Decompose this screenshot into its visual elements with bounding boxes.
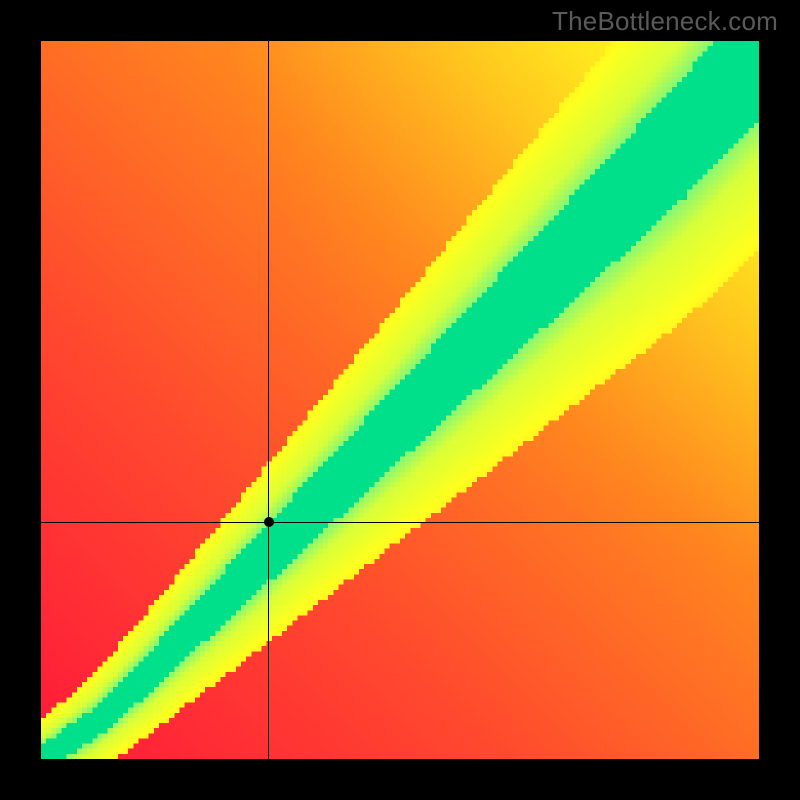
watermark-text: TheBottleneck.com — [552, 6, 778, 37]
crosshair-vertical — [268, 41, 269, 759]
marker-dot — [264, 517, 274, 527]
heatmap-plot — [41, 41, 759, 759]
crosshair-horizontal — [41, 522, 759, 523]
heatmap-canvas — [41, 41, 759, 759]
